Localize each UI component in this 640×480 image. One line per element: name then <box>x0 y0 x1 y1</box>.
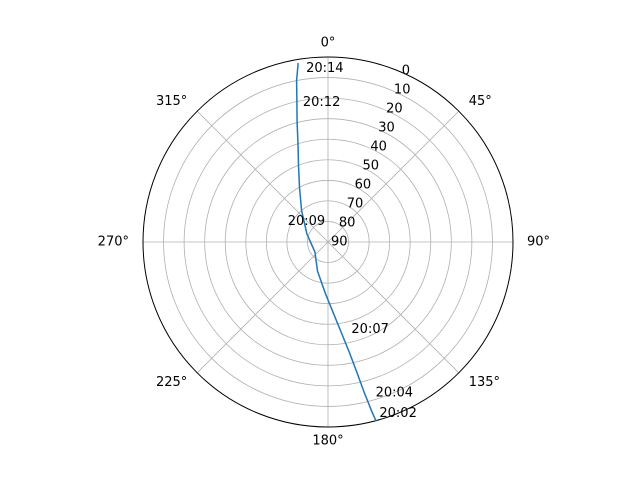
theta-tick-label-1: 45° <box>469 94 492 109</box>
time-annotation-2: 20:07 <box>351 322 388 337</box>
series-line-0 <box>295 62 377 422</box>
time-annotation-4: 20:12 <box>303 95 340 110</box>
labels: 0° 45° 90° 135° 180° 225° 270° 315° 0 10 20 30 40 50 6… <box>98 36 550 449</box>
time-annotation-1: 20:04 <box>376 385 413 400</box>
theta-tick-label-7: 315° <box>156 94 187 109</box>
r-tick-label-7: 70 <box>347 197 364 212</box>
theta-gridline-1 <box>327 110 460 243</box>
r-tick-label-0: 0 <box>402 64 410 79</box>
theta-tick-label-3: 135° <box>469 375 500 390</box>
theta-gridline-5 <box>196 241 329 374</box>
theta-tick-label-0: 0° <box>321 36 336 51</box>
r-tick-label-5: 50 <box>362 159 379 174</box>
theta-tick-label-5: 225° <box>156 375 187 390</box>
r-tick-label-6: 60 <box>355 178 372 193</box>
theta-tick-label-6: 270° <box>98 235 129 250</box>
theta-gridline-3 <box>327 241 460 374</box>
r-tick-label-8: 80 <box>339 216 356 231</box>
r-tick-label-2: 20 <box>386 102 403 117</box>
theta-tick-label-2: 90° <box>527 235 550 250</box>
theta-gridline-7 <box>196 110 329 243</box>
series-layer <box>295 62 377 422</box>
time-annotation-5: 20:14 <box>306 61 343 76</box>
time-annotation-3: 20:09 <box>288 214 325 229</box>
time-annotation-0: 20:02 <box>379 406 416 421</box>
polar-frame <box>142 56 514 428</box>
theta-tick-label-4: 180° <box>312 434 343 449</box>
grid <box>142 56 514 428</box>
r-tick-label-3: 30 <box>378 121 395 136</box>
r-tick-label-4: 40 <box>370 140 387 155</box>
r-tick-label-9: 90 <box>331 235 348 250</box>
r-tick-label-1: 10 <box>394 83 411 98</box>
